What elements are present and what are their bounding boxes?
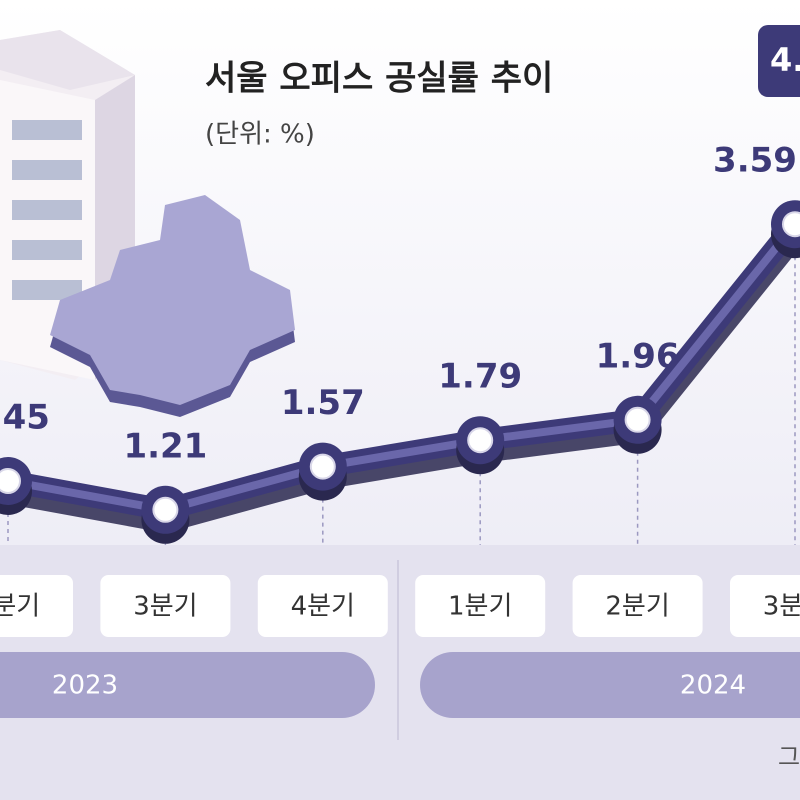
credit: 그래픽 — [778, 743, 800, 771]
data-label: 1.57 — [281, 383, 365, 423]
year-bar — [420, 652, 800, 718]
seoul-map — [50, 195, 295, 417]
x-tick-label: 1분기 — [448, 592, 512, 622]
point-center — [0, 468, 21, 494]
point-center — [152, 496, 179, 523]
line-highlight — [7, 221, 799, 514]
x-tick-label: 3분기 — [763, 592, 800, 622]
category-box — [100, 575, 231, 637]
data-label: 1.96 — [596, 336, 680, 376]
data-label: 1.45 — [0, 398, 50, 438]
point-center — [782, 211, 800, 238]
data-label: 1.79 — [438, 357, 522, 397]
x-tick-label: 3분기 — [133, 592, 197, 622]
year-label: 2024 — [680, 671, 746, 701]
data-label: 3.59 — [713, 141, 797, 181]
x-tick-label: 4분기 — [291, 592, 355, 622]
year-label: 2023 — [52, 671, 118, 701]
category-box — [572, 575, 703, 637]
point-center — [467, 427, 494, 454]
category-box — [0, 575, 73, 637]
subtitle: (단위: %) — [205, 120, 315, 150]
chart-title: 서울 오피스 공실률 추이 — [205, 59, 553, 99]
year-bar — [0, 652, 375, 718]
category-box — [257, 575, 388, 637]
point-center — [624, 406, 651, 433]
annotation: 4. — [770, 41, 800, 79]
category-box — [730, 575, 800, 637]
point-center — [309, 453, 336, 480]
x-tick-label: 2분기 — [605, 592, 669, 622]
x-tick-label: 2분기 — [0, 592, 40, 622]
category-box — [415, 575, 546, 637]
annotation-badge — [758, 25, 800, 97]
data-label: 1.21 — [123, 426, 207, 466]
